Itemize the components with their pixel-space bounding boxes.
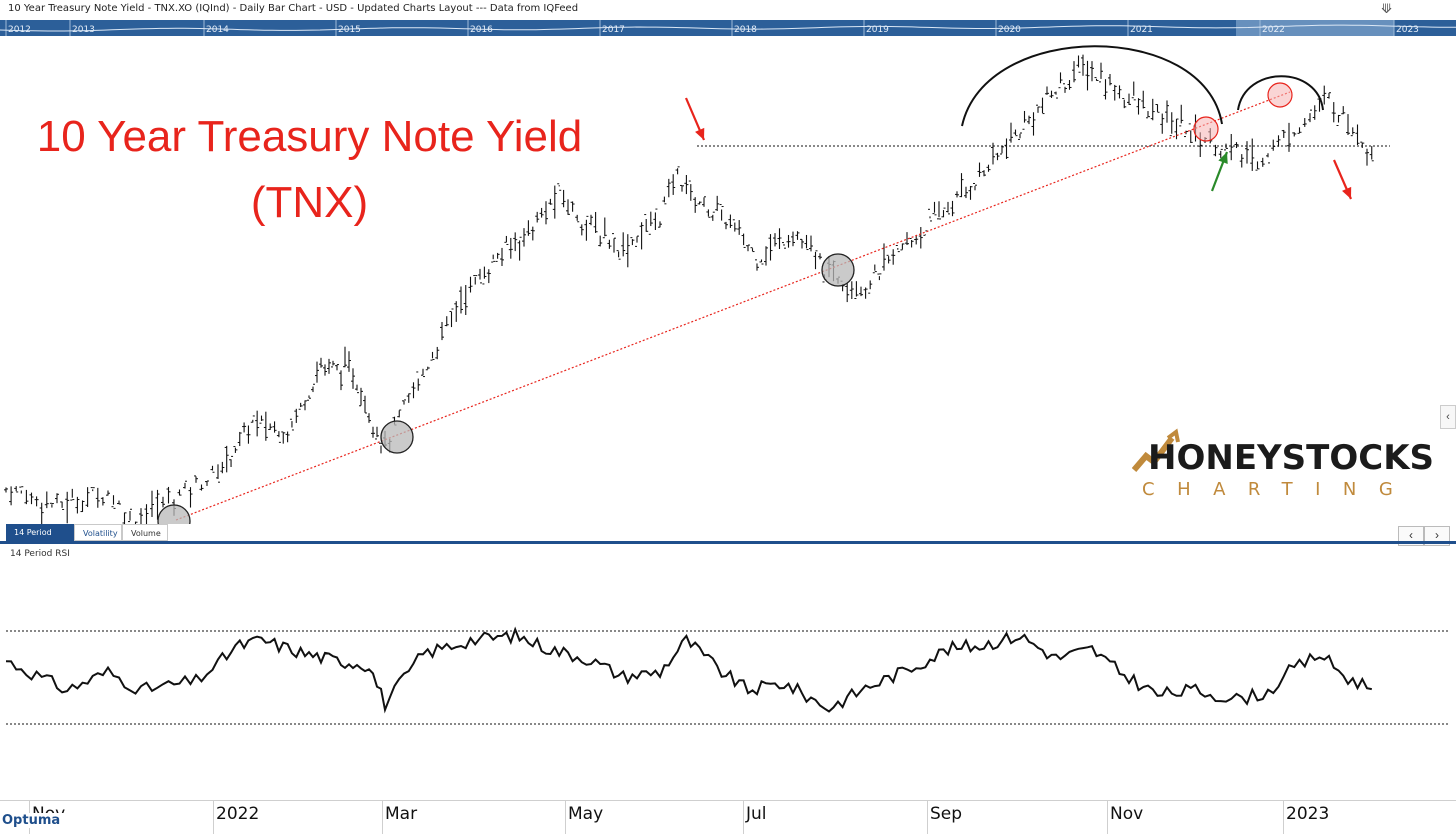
logo-main-text: HONEYSTOCKS	[1148, 438, 1435, 478]
x-axis-tick	[213, 801, 214, 834]
rsi-chart[interactable]	[0, 544, 1456, 800]
overview-window	[1236, 20, 1394, 36]
overview-year-label: 2020	[998, 25, 1021, 35]
honeystocks-logo: HONEYSTOCKS CHARTING	[1132, 424, 1436, 504]
x-axis-tick	[927, 801, 928, 834]
x-axis-label: 2023	[1286, 804, 1330, 824]
x-axis-label: Mar	[385, 804, 418, 824]
overview-year-label: 2021	[1130, 25, 1153, 35]
tab-rsi[interactable]: 14 Period RSI	[6, 524, 74, 554]
overview-year-label: 2018	[734, 25, 757, 35]
title-line-2: (TNX)	[250, 178, 369, 227]
overview-year-label: 2019	[866, 25, 889, 35]
peak-arrow-head	[695, 127, 705, 140]
rsi-pane-label: 14 Period RSI	[10, 549, 70, 559]
retest-marker	[1267, 82, 1293, 108]
overview-navigator[interactable]: 2012 2013 2014 2015 2016 2017 2018 2019 2020 2021…	[0, 20, 1456, 36]
overview-year-label: 2022	[1262, 25, 1285, 35]
window-title: 10 Year Treasury Note Yield - TNX.XO (IQ…	[8, 3, 579, 14]
overview-year-label: 2023	[1396, 25, 1419, 35]
x-axis: Nov2022MarMayJulSepNov2023	[0, 800, 1456, 834]
overview-year-label: 2012	[8, 25, 31, 35]
breakdown-arrow-head	[1342, 186, 1352, 199]
x-axis-tick	[1283, 801, 1284, 834]
overview-year-label: 2013	[72, 25, 95, 35]
overview-price-line	[0, 24, 1456, 32]
side-collapse-button[interactable]: ‹	[1440, 405, 1456, 429]
x-axis-label: Sep	[930, 804, 963, 824]
logo-sub-text: CHARTING	[1142, 479, 1416, 500]
overview-year-label: 2014	[206, 25, 229, 35]
x-axis-label: 2022	[216, 804, 260, 824]
overview-year-label: 2016	[470, 25, 493, 35]
x-axis-label: Jul	[746, 804, 767, 824]
rsi-line	[5, 626, 1372, 714]
rounded-top-arc	[961, 45, 1223, 127]
trendline-touch-marker	[821, 253, 855, 287]
x-axis-tick	[1107, 801, 1108, 834]
pane-separator[interactable]	[0, 541, 1456, 544]
support-arrow-head	[1218, 152, 1228, 165]
pin-icon[interactable]: ⟱	[1381, 1, 1392, 16]
optuma-logo: Optuma	[2, 813, 65, 828]
x-axis-tick	[565, 801, 566, 834]
trendline	[175, 91, 1291, 521]
logo-mark-icon	[1132, 428, 1180, 472]
overview-bg	[0, 20, 1456, 36]
x-axis-tick	[743, 801, 744, 834]
tab-volatility[interactable]: Volatility	[74, 524, 122, 541]
retest-marker	[1193, 116, 1219, 142]
title-line-1: 10 Year Treasury Note Yield	[36, 112, 583, 161]
price-chart[interactable]	[0, 36, 1456, 524]
x-axis-label: May	[568, 804, 604, 824]
trendline-touch-marker	[157, 504, 191, 524]
tab-volume[interactable]: Volume	[122, 524, 168, 541]
overview-year-label: 2015	[338, 25, 361, 35]
trendline-touch-marker	[380, 420, 414, 454]
x-axis-label: Nov	[1110, 804, 1144, 824]
chart-annotation-title: 10 Year Treasury Note Yield (TNX)	[22, 104, 597, 236]
title-bar: 10 Year Treasury Note Yield - TNX.XO (IQ…	[0, 0, 1456, 21]
second-top-arc	[1237, 75, 1324, 111]
overview-year-label: 2017	[602, 25, 625, 35]
x-axis-tick	[382, 801, 383, 834]
